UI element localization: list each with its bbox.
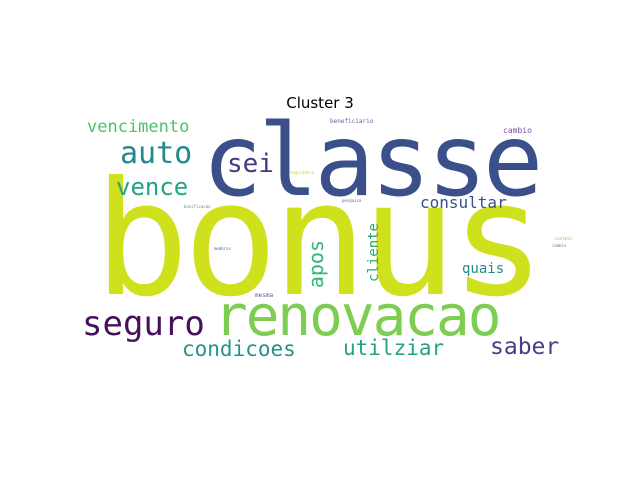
word-tiny-membros: membros [214,246,231,251]
word-tiny-bonificacao: bonificacao [184,204,211,209]
word-saber: saber [490,334,560,360]
word-bonus: bonus [94,148,546,332]
word-tiny-cambio: cambio [552,243,567,248]
word-vence: vence [116,173,189,201]
word-cambio: cambio [503,126,532,135]
word-tiny-pesquisa: pesquisa [342,198,362,203]
word-utilziar: utilziar [343,336,445,360]
word-renovacao: renovacao [214,284,501,349]
word-apos: apos [304,240,328,289]
word-auto: auto [120,136,193,171]
word-mesma: mesma [255,292,274,299]
word-tiny-contato: contato [555,236,572,241]
word-condicoes: condicoes [182,337,296,361]
figure-title: Cluster 3 [286,94,354,112]
word-beneficiario: beneficiario [330,118,374,125]
word-seguro: seguro [82,304,205,344]
word-sei: sei [227,149,274,179]
word-quais: quais [462,261,505,277]
word-consultar: consultar [420,193,507,212]
word-cliente: cliente [366,223,382,283]
word-cloud: bonus classe renovacao seguro auto venci… [80,117,576,365]
word-vencimento: vencimento [87,117,190,137]
word-classe: classe [202,117,543,219]
word-tiny-seguradora: seguradora [290,170,315,175]
